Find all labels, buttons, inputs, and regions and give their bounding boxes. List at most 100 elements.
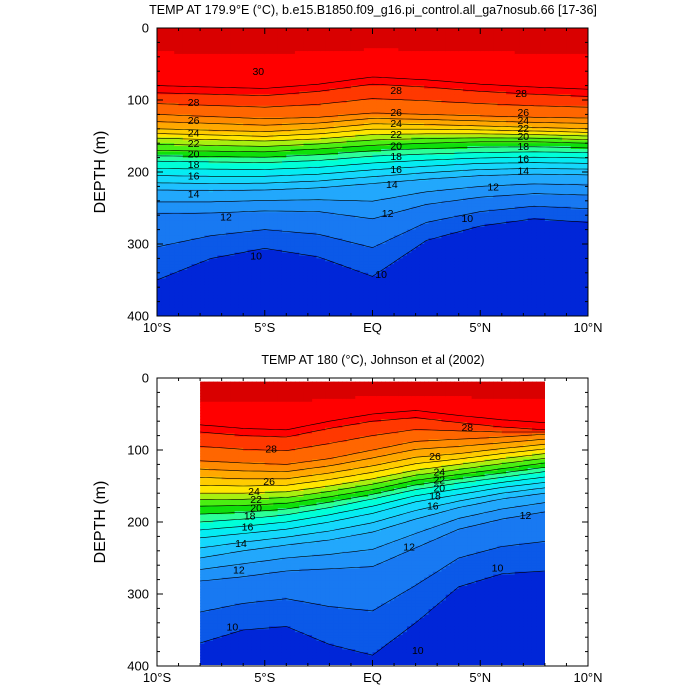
field-cell <box>281 261 287 265</box>
field-cell <box>256 65 262 69</box>
field-cell <box>329 91 335 95</box>
field-cell <box>312 114 318 118</box>
field-cell <box>169 36 175 41</box>
field-cell <box>269 223 274 228</box>
field-cell <box>217 267 223 271</box>
field-cell <box>247 140 253 144</box>
field-cell <box>195 82 201 87</box>
field-cell <box>346 91 352 95</box>
field-cell <box>256 197 262 202</box>
field-cell <box>281 313 287 316</box>
field-cell <box>333 189 339 193</box>
field-cell <box>355 177 361 182</box>
field-cell <box>350 244 356 248</box>
field-cell <box>256 33 262 38</box>
field-cell <box>299 183 305 187</box>
field-cell <box>303 134 309 139</box>
field-cell <box>359 134 365 139</box>
field-cell <box>213 140 218 144</box>
field-cell <box>238 56 244 61</box>
field-cell <box>368 105 374 110</box>
field-cell <box>243 91 249 95</box>
field-cell <box>290 238 296 242</box>
field-cell <box>355 246 361 251</box>
field-cell <box>200 117 206 121</box>
field-cell <box>277 59 283 64</box>
field-cell <box>213 166 218 170</box>
field-cell <box>342 255 348 259</box>
field-cell <box>277 33 283 38</box>
field-cell <box>165 186 171 190</box>
field-cell <box>307 226 313 231</box>
field-cell <box>195 39 201 43</box>
field-cell <box>329 102 335 107</box>
field-cell <box>243 94 249 98</box>
field-cell <box>294 290 300 294</box>
field-cell <box>359 246 365 251</box>
field-cell <box>277 131 283 136</box>
field-cell <box>286 244 292 248</box>
field-cell <box>299 238 305 242</box>
field-cell <box>281 79 287 84</box>
field-cell <box>329 249 335 254</box>
field-cell <box>269 220 274 225</box>
field-cell <box>208 192 214 196</box>
field-cell <box>338 53 343 58</box>
field-cell <box>363 212 369 216</box>
field-cell <box>355 226 361 231</box>
field-cell <box>359 203 365 208</box>
field-cell <box>204 212 210 216</box>
field-cell <box>338 223 343 228</box>
field-cell <box>312 241 318 245</box>
field-cell <box>225 255 231 259</box>
field-cell <box>316 146 322 150</box>
field-cell <box>294 148 300 153</box>
field-cell <box>195 252 201 257</box>
field-cell <box>346 258 352 262</box>
field-cell <box>178 223 184 228</box>
field-cell <box>290 226 296 231</box>
field-cell <box>277 267 283 271</box>
field-cell <box>204 143 210 147</box>
field-cell <box>213 281 218 285</box>
field-cell <box>200 206 206 211</box>
field-cell <box>281 275 287 280</box>
field-cell <box>320 249 326 254</box>
field-cell <box>368 62 374 67</box>
field-cell <box>273 172 279 176</box>
field-cell <box>281 160 287 164</box>
field-cell <box>273 42 279 46</box>
field-cell <box>200 56 206 61</box>
field-cell <box>368 180 374 185</box>
field-cell <box>200 310 206 314</box>
field-cell <box>303 143 309 147</box>
field-cell <box>294 140 300 144</box>
field-cell <box>273 51 279 55</box>
field-cell <box>368 298 374 303</box>
field-cell <box>325 117 330 121</box>
field-cell <box>204 255 210 259</box>
field-cell <box>316 209 322 213</box>
field-cell <box>238 313 244 316</box>
field-cell <box>195 290 201 294</box>
field-cell <box>174 157 180 162</box>
field-cell <box>238 226 244 231</box>
field-cell <box>247 244 253 248</box>
field-cell <box>277 82 283 87</box>
field-cell <box>325 229 330 234</box>
field-cell <box>247 261 253 265</box>
field-cell <box>247 85 253 90</box>
field-cell <box>320 143 326 147</box>
field-cell <box>174 238 180 242</box>
field-cell <box>299 91 305 95</box>
field-cell <box>187 264 193 268</box>
field-cell <box>294 102 300 107</box>
field-cell <box>243 62 249 67</box>
field-cell <box>169 146 175 150</box>
field-cell <box>286 183 292 187</box>
field-cell <box>191 160 197 164</box>
field-cell <box>303 235 309 239</box>
field-cell <box>225 102 231 107</box>
field-cell <box>208 59 214 64</box>
field-cell <box>247 82 253 87</box>
